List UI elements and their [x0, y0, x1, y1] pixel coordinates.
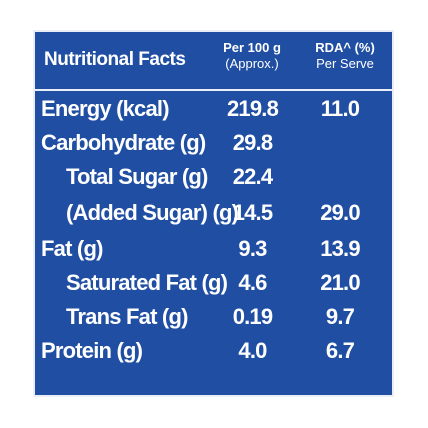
row-label: Fat (g): [41, 236, 103, 261]
table-row-energy: Energy (kcal) 219.8 11.0: [35, 94, 392, 124]
row-value-rda: 11.0: [320, 96, 360, 121]
row-value-per-100g: 0.19: [232, 304, 273, 329]
row-label: Saturated Fat (g): [66, 270, 228, 295]
row-value-per-100g: 29.8: [232, 130, 273, 155]
row-label: Protein (g): [41, 338, 143, 363]
column-header-per-100g-line1: Per 100 g: [223, 40, 281, 55]
column-header-rda: RDA^ (%) Per Serve: [309, 40, 381, 72]
row-value-per-100g: 14.5: [232, 200, 273, 225]
table-row-fat: Fat (g) 9.3 13.9: [35, 234, 392, 264]
row-value-per-100g: 22.4: [232, 164, 273, 189]
row-label: (Added Sugar) (g): [66, 200, 239, 225]
row-value-rda: 6.7: [325, 338, 355, 363]
nutrition-facts-panel: Nutritional Facts Per 100 g (Approx.) RD…: [33, 30, 394, 397]
column-header-per-100g: Per 100 g (Approx.): [221, 40, 283, 72]
row-value-rda: 29.0: [320, 200, 360, 225]
row-value-per-100g: 219.8: [226, 96, 279, 121]
row-label: Carbohydrate (g): [41, 130, 206, 155]
row-value-per-100g: 4.6: [238, 270, 267, 295]
table-row-carbohydrate: Carbohydrate (g) 29.8: [35, 128, 392, 158]
row-value-rda: 21.0: [320, 270, 360, 295]
table-row-trans-fat: Trans Fat (g) 0.19 9.7: [35, 302, 392, 332]
row-value-per-100g: 9.3: [238, 236, 267, 261]
table-title: Nutritional Facts: [44, 49, 186, 70]
row-label: Total Sugar (g): [66, 164, 208, 189]
table-header: Nutritional Facts Per 100 g (Approx.) RD…: [35, 32, 392, 91]
table-row-added-sugar: (Added Sugar) (g) 14.5 29.0: [35, 198, 392, 228]
row-value-rda: 13.9: [320, 236, 360, 261]
column-header-rda-line1: RDA^ (%): [315, 40, 375, 55]
column-header-per-100g-line2: (Approx.): [225, 56, 279, 71]
row-value-per-100g: 4.0: [238, 338, 267, 363]
table-row-saturated-fat: Saturated Fat (g) 4.6 21.0: [35, 268, 392, 298]
table-row-protein: Protein (g) 4.0 6.7: [35, 336, 392, 366]
row-label: Trans Fat (g): [66, 304, 188, 329]
table-row-total-sugar: Total Sugar (g) 22.4: [35, 162, 392, 192]
row-label: Energy (kcal): [41, 96, 170, 121]
row-value-rda: 9.7: [325, 304, 355, 329]
column-header-rda-line2: Per Serve: [316, 56, 374, 71]
